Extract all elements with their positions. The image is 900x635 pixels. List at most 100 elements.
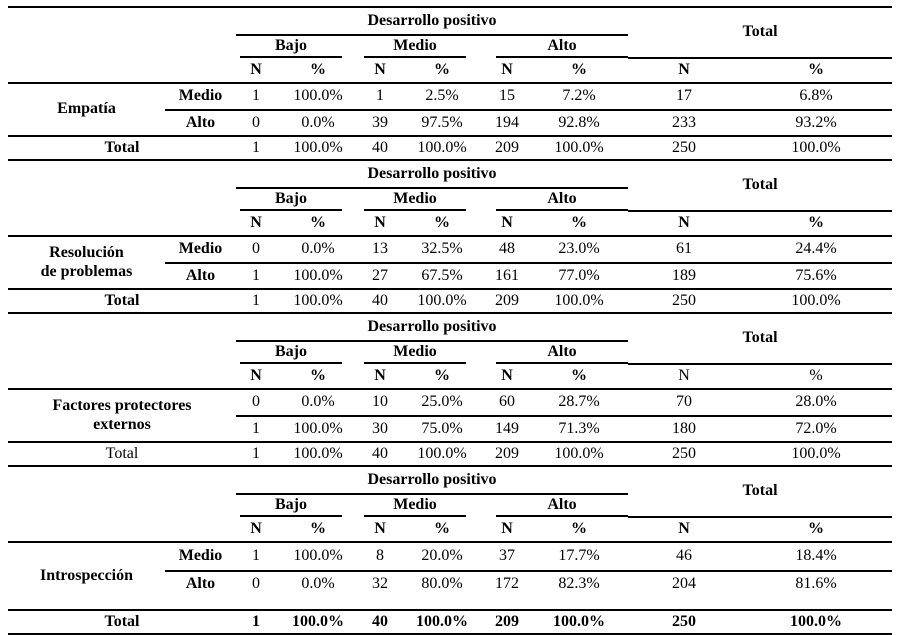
corner-cell — [8, 58, 236, 84]
total-n-value: 61 — [628, 236, 741, 264]
col-header-n-total: N — [628, 58, 741, 84]
corner-cell — [8, 161, 236, 188]
group-header: Desarrollo positivo — [236, 314, 629, 342]
pct-value: 0.0% — [276, 389, 360, 417]
n-value: 60 — [484, 389, 530, 417]
total-pct-value: 24.4% — [740, 236, 893, 264]
total-pct-value: 100.0% — [530, 442, 629, 467]
crosstab-introspeccion: Desarrollo positivo Total Bajo Medio Alt… — [8, 467, 893, 635]
pct-value: 0.0% — [276, 110, 360, 137]
col-header-n-bajo: N — [236, 364, 276, 390]
total-pct-value: 18.4% — [740, 542, 893, 572]
crosstab-factores-protectores-externos: Desarrollo positivo Total Bajo Medio Alt… — [8, 314, 893, 467]
pct-value: 2.5% — [400, 83, 484, 111]
group-header: Desarrollo positivo — [236, 161, 629, 189]
n-value: 13 — [360, 236, 400, 264]
level-header-medio-label: Medio — [364, 342, 466, 364]
level-header-bajo: Bajo — [236, 494, 360, 517]
col-header-pct-bajo: % — [276, 58, 360, 84]
col-header-pct-total: % — [740, 517, 893, 543]
total-pct-value: 100.0% — [400, 442, 484, 467]
level-header-alto-label: Alto — [496, 342, 629, 364]
total-pct-value: 100.0% — [530, 610, 629, 635]
level-header-medio-label: Medio — [364, 36, 466, 58]
col-header-n-medio: N — [360, 58, 400, 84]
total-header: Total — [628, 467, 893, 518]
total-pct-value: 100.0% — [530, 136, 629, 161]
n-value: 27 — [360, 263, 400, 290]
n-value: 0 — [236, 389, 276, 417]
group-header: Desarrollo positivo — [236, 467, 629, 495]
col-header-pct-total: % — [740, 364, 893, 390]
n-value: 172 — [484, 571, 530, 611]
level-header-alto-label: Alto — [496, 36, 629, 58]
pct-value: 97.5% — [400, 110, 484, 137]
col-header-pct-alto: % — [530, 364, 629, 390]
level-header-bajo-label: Bajo — [240, 342, 342, 364]
col-header-n-total: N — [628, 211, 741, 237]
level-header-bajo: Bajo — [236, 35, 360, 58]
total-n-value: 40 — [360, 442, 400, 467]
total-n-value: 180 — [628, 416, 741, 443]
total-n-value: 204 — [628, 571, 741, 611]
group-header: Desarrollo positivo — [236, 6, 629, 36]
pct-value: 0.0% — [276, 236, 360, 264]
total-pct-value: 100.0% — [276, 610, 360, 635]
corner-cell — [8, 314, 236, 341]
factor-label-line: Introspección — [39, 566, 134, 584]
level-header-bajo: Bajo — [236, 188, 360, 211]
total-n-value: 40 — [360, 289, 400, 314]
pct-value: 23.0% — [530, 236, 629, 264]
n-value: 0 — [236, 110, 276, 137]
level-header-alto: Alto — [484, 188, 629, 211]
total-n-value: 70 — [628, 389, 741, 417]
pct-value: 100.0% — [276, 416, 360, 443]
total-n-value: 209 — [484, 442, 530, 467]
total-pct-value: 75.6% — [740, 263, 893, 290]
level-header-bajo-label: Bajo — [240, 36, 342, 58]
total-pct-value: 100.0% — [276, 442, 360, 467]
level-header-medio-label: Medio — [364, 189, 466, 211]
factor-label: Factores protectores externos — [8, 389, 236, 443]
pct-value: 80.0% — [400, 571, 484, 611]
total-n-value: 233 — [628, 110, 741, 137]
n-value: 161 — [484, 263, 530, 290]
col-header-pct-bajo: % — [276, 517, 360, 543]
col-header-n-alto: N — [484, 58, 530, 84]
pct-value: 7.2% — [530, 83, 629, 111]
level-header-alto: Alto — [484, 35, 629, 58]
n-value: 1 — [236, 83, 276, 111]
total-n-value: 209 — [484, 136, 530, 161]
n-value: 0 — [236, 236, 276, 264]
total-header: Total — [628, 161, 893, 212]
pct-value: 82.3% — [530, 571, 629, 611]
total-n-value: 250 — [628, 289, 741, 314]
col-header-n-medio: N — [360, 364, 400, 390]
pct-value: 77.0% — [530, 263, 629, 290]
col-header-n-total: N — [628, 517, 741, 543]
total-n-value: 40 — [360, 610, 400, 635]
total-n-value: 1 — [236, 442, 276, 467]
col-header-pct-medio: % — [400, 517, 484, 543]
total-pct-value: 100.0% — [400, 610, 484, 635]
factor-label: Empatía — [8, 83, 165, 137]
n-value: 15 — [484, 83, 530, 111]
total-pct-value: 100.0% — [740, 136, 893, 161]
corner-cell — [8, 188, 236, 211]
n-value: 39 — [360, 110, 400, 137]
corner-cell — [8, 211, 236, 237]
n-value: 1 — [236, 263, 276, 290]
col-header-pct-total: % — [740, 211, 893, 237]
total-header: Total — [628, 6, 893, 59]
total-row-label: Total — [8, 610, 236, 635]
row-label: Alto — [165, 110, 236, 137]
total-pct-value: 93.2% — [740, 110, 893, 137]
corner-cell — [8, 341, 236, 364]
total-n-value: 1 — [236, 610, 276, 635]
corner-cell — [8, 35, 236, 58]
col-header-n-total: N — [628, 364, 741, 390]
level-header-bajo-label: Bajo — [240, 495, 342, 517]
col-header-n-alto: N — [484, 211, 530, 237]
total-pct-value: 6.8% — [740, 83, 893, 111]
total-n-value: 1 — [236, 136, 276, 161]
